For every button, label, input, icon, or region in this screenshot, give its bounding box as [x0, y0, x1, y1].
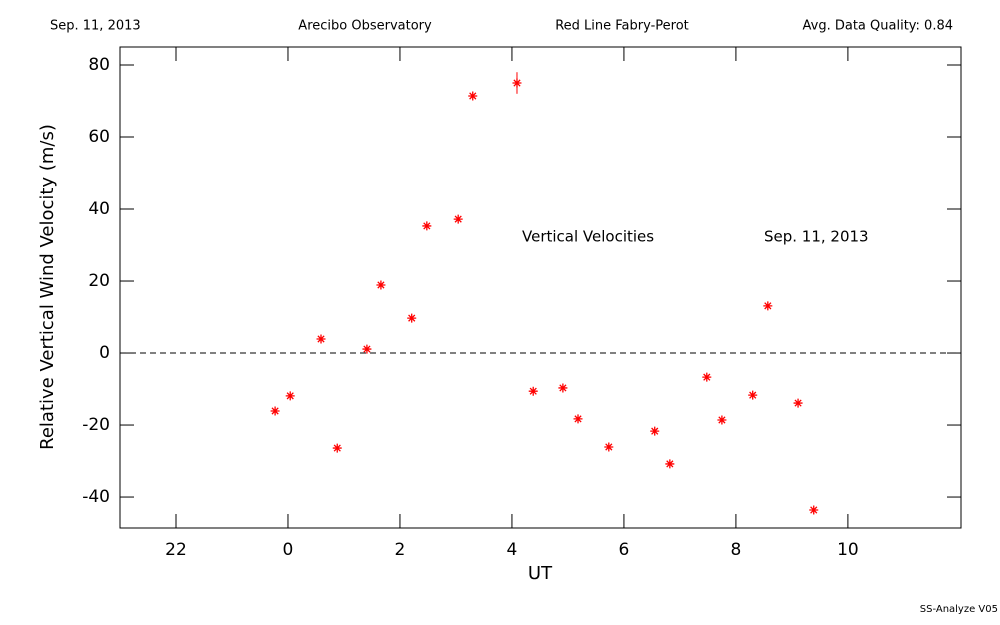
y-tick-label: 40	[88, 199, 110, 219]
point	[809, 505, 819, 515]
point	[285, 391, 295, 401]
header-date: Sep. 11, 2013	[50, 19, 141, 34]
point	[376, 280, 386, 290]
point	[604, 442, 614, 452]
point	[665, 459, 675, 469]
y-tick-label: 60	[88, 127, 110, 147]
y-tick-label: 0	[99, 343, 110, 363]
point	[717, 415, 727, 425]
point	[316, 334, 326, 344]
point	[332, 443, 342, 453]
y-tick-label: 20	[88, 271, 110, 291]
point	[528, 386, 538, 396]
point	[763, 301, 773, 311]
y-axis-label: Relative Vertical Wind Velocity (m/s)	[37, 124, 58, 450]
point	[512, 78, 522, 88]
point	[270, 406, 280, 416]
header-instrument: Red Line Fabry-Perot	[555, 19, 689, 34]
annotation: Vertical Velocities	[522, 228, 654, 246]
plot-frame	[119, 46, 962, 529]
x-tick-label: 2	[395, 540, 406, 560]
footer: SS-Analyze V05	[920, 604, 998, 615]
point	[422, 221, 432, 231]
x-tick-label: 10	[837, 540, 859, 560]
annotation: Sep. 11, 2013	[764, 228, 869, 246]
point	[362, 344, 372, 354]
point	[650, 426, 660, 436]
x-tick-label: 4	[507, 540, 518, 560]
y-tick-label: -40	[82, 487, 110, 507]
header-quality: Avg. Data Quality: 0.84	[803, 19, 953, 34]
point	[468, 91, 478, 101]
point	[793, 398, 803, 408]
point	[453, 214, 463, 224]
x-axis-label: UT	[528, 563, 553, 584]
point	[748, 390, 758, 400]
y-tick-label: -20	[82, 415, 110, 435]
header-site: Arecibo Observatory	[298, 19, 432, 34]
x-tick-label: 6	[619, 540, 630, 560]
x-tick-label: 0	[283, 540, 294, 560]
point	[407, 313, 417, 323]
point	[558, 383, 568, 393]
point	[573, 414, 583, 424]
point	[702, 372, 712, 382]
x-tick-label: 8	[730, 540, 741, 560]
y-tick-label: 80	[88, 55, 110, 75]
x-tick-label: 22	[165, 540, 187, 560]
